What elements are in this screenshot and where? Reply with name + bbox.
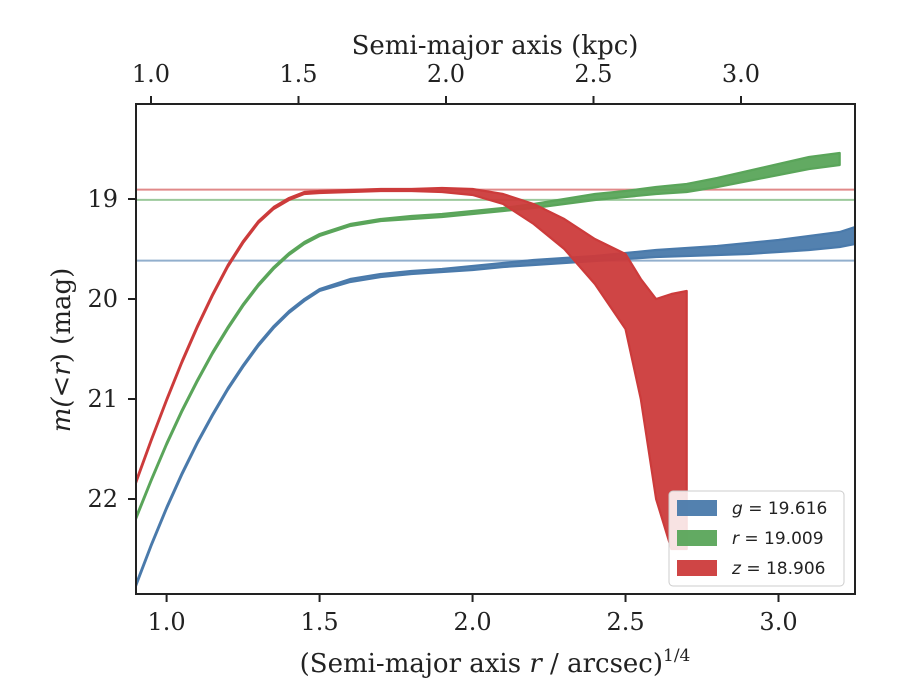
x-axis-label-exponent: 1/4	[663, 646, 690, 666]
y-tick-label: 19	[87, 185, 118, 213]
x-tick-label: 2.0	[453, 608, 491, 636]
x-axis-label-pre: (Semi-major axis	[300, 649, 530, 679]
left-axis-ticks: 19 20 21 22	[87, 185, 136, 513]
legend-label-z: z = 18.906	[731, 559, 825, 579]
legend-swatch-r	[677, 530, 717, 546]
series-marks	[136, 151, 855, 588]
y-tick-label: 22	[87, 485, 118, 513]
x-axis-label-var: r	[529, 649, 543, 679]
x-tick-label: 2.5	[606, 608, 644, 636]
x-tick-label: 1.5	[300, 608, 338, 636]
legend: g = 19.616 r = 19.009 z = 18.906	[668, 490, 845, 587]
legend-items: g = 19.616 r = 19.009 z = 18.906	[677, 499, 827, 579]
y-axis-label-var: r	[47, 362, 77, 376]
y-tick-label: 20	[87, 285, 118, 313]
y-axis-label-pre: m(<	[47, 376, 77, 433]
x-tick-label: 1.0	[148, 608, 186, 636]
y-axis-label: m(<r) (mag)	[47, 268, 77, 433]
x-axis-label: (Semi-major axis r / arcsec)1/4	[300, 646, 691, 679]
top-tick-label: 3.0	[722, 60, 760, 88]
plot-frame	[135, 103, 856, 595]
x-axis-label-post: / arcsec)	[542, 649, 663, 679]
legend-label-g: g = 19.616	[732, 499, 827, 519]
top-axis-label: Semi-major axis (kpc)	[352, 31, 639, 61]
bottom-axis-ticks: 1.0 1.5 2.0 2.5 3.0	[148, 594, 798, 636]
top-tick-label: 1.5	[279, 60, 317, 88]
legend-swatch-z	[677, 560, 717, 576]
top-tick-label: 2.5	[574, 60, 612, 88]
legend-label-r: r = 19.009	[732, 529, 824, 549]
top-axis-ticks: 1.0 1.5 2.0 2.5 3.0	[132, 60, 760, 104]
legend-swatch-g	[677, 500, 717, 516]
x-tick-label: 3.0	[759, 608, 797, 636]
y-tick-label: 21	[87, 385, 118, 413]
top-tick-label: 2.0	[427, 60, 465, 88]
series-band-g	[136, 225, 855, 588]
series-band-r	[136, 151, 841, 521]
top-tick-label: 1.0	[132, 60, 170, 88]
y-axis-label-post: ) (mag)	[47, 268, 77, 364]
